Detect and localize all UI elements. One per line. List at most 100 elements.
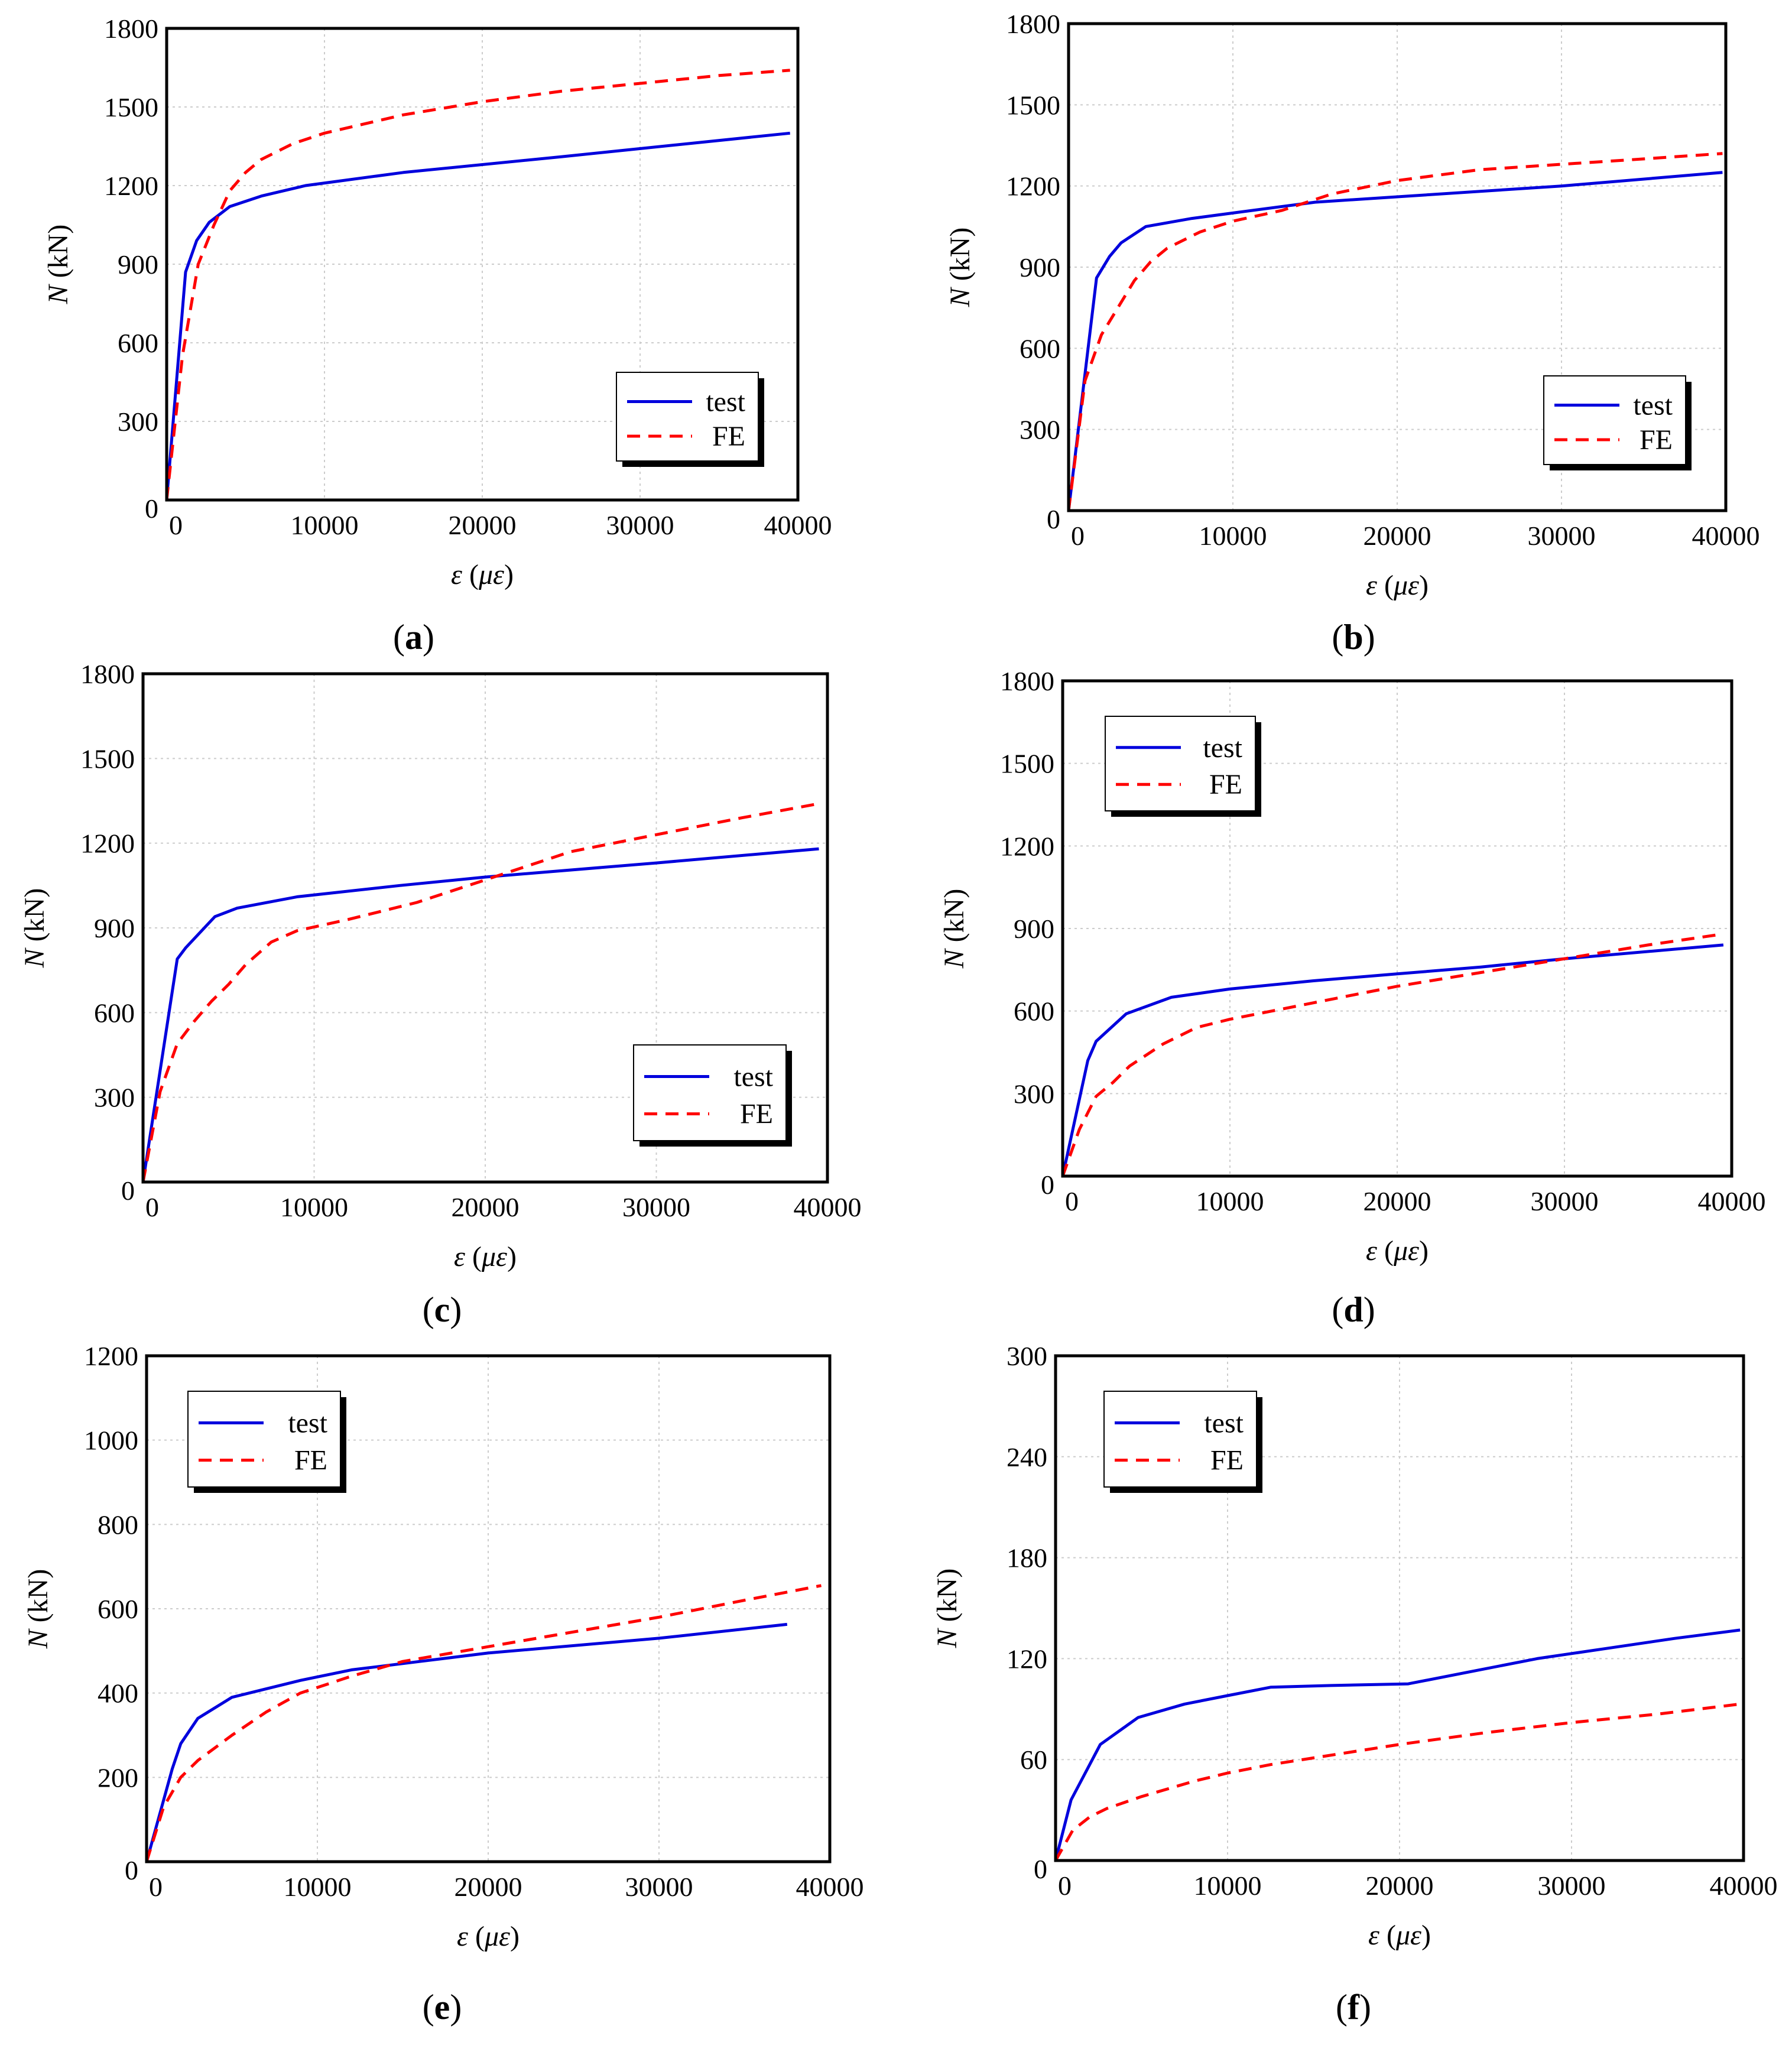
x-tick-label: 40000: [794, 1192, 862, 1222]
x-tick-label: 30000: [1528, 521, 1596, 551]
x-tick-label: 0: [145, 1192, 159, 1222]
y-tick-label: 60: [1020, 1745, 1047, 1775]
x-tick-label: 0: [1071, 521, 1085, 551]
chart-panel-c: 0 10000 20000 30000 40000 0 300 600 900 1200 1500 1…: [19, 659, 862, 1329]
plot-frame: [1061, 679, 1733, 1178]
x-tick-label: 20000: [1366, 1871, 1434, 1901]
x-axis-label: ε (με): [1366, 570, 1429, 601]
series-line-test: [1054, 1628, 1741, 1861]
plot-frame: [141, 672, 829, 1184]
y-tick-label: 240: [1007, 1442, 1047, 1472]
y-tick-label: 800: [98, 1509, 138, 1540]
legend-label-test: test: [288, 1407, 327, 1439]
y-tick-label: 300: [1007, 1341, 1047, 1371]
y-tick-label: 0: [1034, 1854, 1047, 1884]
series-line-test: [165, 131, 790, 501]
legend-label-fe: FE: [1640, 424, 1673, 456]
y-tick-label: 1500: [1006, 90, 1060, 120]
panel-label: (f): [1336, 1988, 1371, 2027]
legend-label-fe: FE: [740, 1099, 773, 1130]
y-tick-label: 1200: [84, 1341, 138, 1371]
chart-panel-e: 0 10000 20000 30000 40000 0 200 400 600 800 1000 12…: [22, 1341, 864, 2027]
y-tick-label: 0: [1047, 504, 1060, 534]
y-tick-label: 1800: [104, 14, 158, 44]
legend: test FE: [633, 1044, 792, 1147]
legend-label-test: test: [1633, 390, 1673, 421]
x-tick-label: 40000: [1698, 1186, 1766, 1216]
y-tick-label: 900: [118, 249, 158, 280]
y-tick-label: 1200: [104, 171, 158, 201]
plot-frame: [145, 1354, 832, 1863]
x-tick-label: 20000: [449, 510, 517, 540]
x-tick-label: 10000: [291, 510, 359, 540]
legend: test FE: [1105, 716, 1261, 817]
x-axis-label: ε (με): [454, 1241, 517, 1272]
y-tick-label: 1500: [1000, 749, 1054, 779]
y-axis-label: N (kN): [939, 889, 970, 969]
plot-frame: [1067, 22, 1728, 512]
legend-label-test: test: [1203, 732, 1242, 764]
chart-panel-f: 0 10000 20000 30000 40000 0 60 120 180 240 300 ε (μ…: [931, 1341, 1778, 2027]
y-tick-label: 200: [98, 1762, 138, 1793]
legend-label-test: test: [733, 1061, 773, 1092]
x-tick-label: 30000: [625, 1872, 693, 1902]
legend-label-test: test: [706, 387, 745, 418]
series-line-fe: [141, 802, 819, 1183]
y-tick-label: 400: [98, 1678, 138, 1709]
y-tick-label: 1200: [1000, 831, 1054, 861]
y-tick-label: 1500: [80, 743, 135, 774]
x-tick-label: 30000: [606, 510, 674, 540]
series-line-test: [145, 1622, 788, 1862]
panel-label: (b): [1332, 618, 1375, 657]
y-tick-label: 300: [1014, 1079, 1054, 1109]
legend-box: [187, 1391, 341, 1488]
legend-box: [1105, 716, 1256, 811]
x-axis-label: ε (με): [451, 559, 514, 590]
y-tick-label: 180: [1007, 1543, 1047, 1573]
y-tick-label: 600: [1014, 996, 1054, 1027]
legend-box: [1543, 375, 1686, 465]
series-line-test: [1067, 171, 1723, 511]
x-tick-label: 10000: [1196, 1186, 1264, 1216]
y-tick-label: 900: [1020, 252, 1060, 283]
x-tick-label: 20000: [452, 1192, 520, 1222]
x-tick-label: 0: [169, 510, 183, 540]
series-line-fe: [1067, 152, 1723, 511]
plot-frame: [1054, 1354, 1745, 1862]
plot-frame: [165, 27, 800, 502]
y-axis-label: N (kN): [944, 228, 976, 308]
panel-label: (d): [1332, 1290, 1375, 1329]
y-tick-label: 0: [145, 493, 158, 524]
y-axis-label: N (kN): [19, 888, 50, 969]
x-tick-label: 10000: [284, 1872, 352, 1902]
x-tick-label: 20000: [1364, 521, 1431, 551]
x-tick-label: 0: [149, 1872, 163, 1902]
x-tick-label: 10000: [280, 1192, 348, 1222]
x-tick-label: 40000: [1692, 521, 1760, 551]
chart-panel-d: 0 10000 20000 30000 40000 0 300 600 900 1200 1500 1…: [939, 666, 1766, 1329]
x-axis-label: ε (με): [457, 1921, 520, 1952]
x-tick-label: 30000: [622, 1192, 690, 1222]
legend-label-test: test: [1204, 1407, 1244, 1439]
legend-label-fe: FE: [1209, 769, 1242, 800]
panel-label: (a): [393, 618, 434, 657]
x-tick-label: 10000: [1199, 521, 1267, 551]
y-tick-label: 300: [118, 407, 158, 437]
y-tick-label: 0: [1041, 1170, 1054, 1200]
x-tick-label: 20000: [455, 1872, 522, 1902]
y-tick-label: 1500: [104, 92, 158, 122]
y-tick-label: 1200: [1006, 171, 1060, 202]
legend-box: [616, 372, 759, 462]
y-tick-label: 600: [118, 328, 158, 358]
y-tick-label: 600: [94, 998, 135, 1028]
y-tick-label: 1000: [84, 1426, 138, 1456]
x-axis-label: ε (με): [1366, 1235, 1429, 1267]
x-tick-label: 10000: [1194, 1871, 1262, 1901]
panel-label: (e): [423, 1988, 462, 2027]
y-tick-label: 600: [1020, 333, 1060, 363]
